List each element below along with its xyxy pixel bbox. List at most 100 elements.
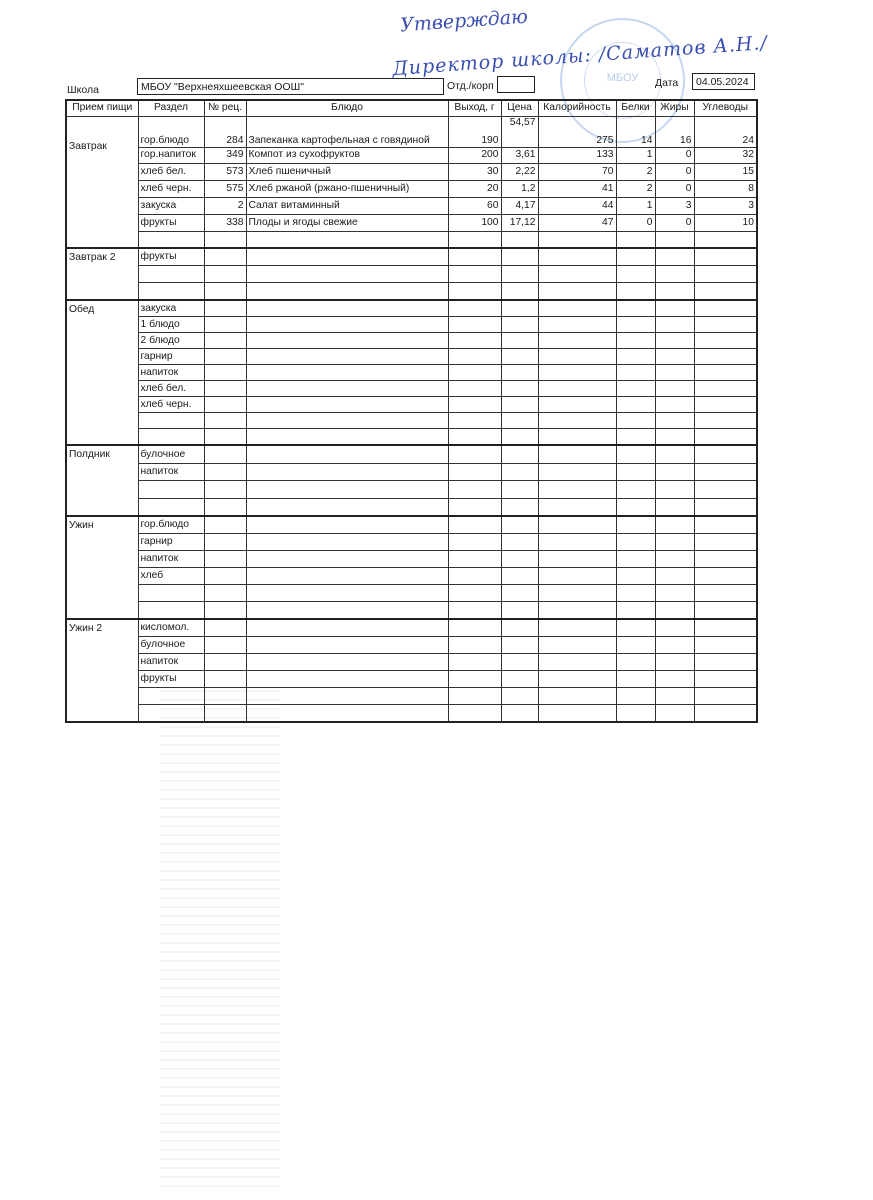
cell-fat	[654, 428, 695, 446]
cell-yield	[447, 618, 502, 638]
cell-price	[500, 533, 539, 552]
table-row: хлеб черн.	[66, 396, 758, 414]
cell-carbs: 10	[693, 213, 758, 232]
cell-dish	[245, 444, 449, 464]
cell-recipe	[203, 332, 247, 350]
cell-carbs	[693, 567, 758, 586]
cell-price	[500, 396, 539, 414]
cell-price	[500, 348, 539, 366]
cell-carbs	[693, 348, 758, 366]
cell-yield	[447, 282, 502, 301]
cell-fat	[654, 515, 695, 535]
cell-dish	[245, 282, 449, 301]
cell-yield	[447, 533, 502, 552]
cell-section	[137, 480, 205, 499]
cell-kcal	[537, 687, 617, 706]
column-header: Белки	[615, 99, 656, 117]
cell-price	[500, 364, 539, 382]
cell-section	[137, 497, 205, 517]
cell-kcal	[537, 480, 617, 499]
cell-fat	[654, 687, 695, 706]
cell-section	[137, 584, 205, 603]
cell-fat	[654, 533, 695, 552]
cell-kcal	[537, 601, 617, 620]
table-row: Ужин гор.блюдо	[65, 515, 758, 620]
cell-fat	[654, 299, 695, 318]
cell-protein	[615, 316, 656, 334]
cell-recipe	[203, 299, 247, 318]
cell-dish	[245, 348, 449, 366]
cell-carbs	[693, 265, 758, 284]
cell-yield	[447, 653, 502, 672]
cell-dish	[245, 670, 449, 689]
table-row: напиток	[66, 653, 758, 672]
cell-section: закуска	[137, 299, 205, 318]
column-header: Выход, г	[447, 99, 502, 117]
cell-price	[500, 230, 539, 249]
cell-section: напиток	[137, 462, 205, 482]
cell-section: 2 блюдо	[137, 332, 205, 350]
cell-section: гор.блюдо	[137, 115, 205, 148]
cell-section: фрукты	[137, 213, 205, 232]
cell-kcal: 41	[537, 180, 617, 198]
cell-section	[137, 282, 205, 301]
column-header: Углеводы	[693, 99, 758, 117]
cell-price	[500, 515, 539, 535]
cell-yield	[447, 428, 502, 446]
cell-carbs	[693, 412, 758, 430]
cell-protein: 0	[615, 213, 656, 232]
table-row	[66, 428, 758, 446]
table-row	[66, 480, 758, 499]
cell-section: закуска	[137, 196, 205, 215]
cell-section: напиток	[137, 653, 205, 672]
column-header: Прием пищи	[65, 99, 139, 117]
cell-fat	[654, 636, 695, 655]
cell-fat	[654, 670, 695, 689]
meal-name: Полдник	[65, 444, 139, 517]
cell-fat	[654, 380, 695, 398]
cell-protein	[615, 618, 656, 638]
cell-protein	[615, 653, 656, 672]
cell-protein	[615, 462, 656, 482]
cell-protein	[615, 364, 656, 382]
cell-carbs	[693, 636, 758, 655]
meal-name: Обед	[65, 299, 139, 446]
cell-price	[500, 653, 539, 672]
cell-fat	[654, 550, 695, 569]
cell-dish	[245, 480, 449, 499]
table-row: Обед закуска	[65, 299, 758, 446]
cell-protein	[615, 601, 656, 620]
cell-recipe	[203, 265, 247, 284]
cell-fat	[654, 265, 695, 284]
cell-protein	[615, 396, 656, 414]
cell-price	[500, 687, 539, 706]
cell-section	[137, 428, 205, 446]
cell-protein	[615, 515, 656, 535]
cell-dish	[245, 653, 449, 672]
cell-price	[500, 332, 539, 350]
cell-section: хлеб черн.	[137, 396, 205, 414]
cell-carbs: 8	[693, 180, 758, 198]
cell-yield	[447, 497, 502, 517]
cell-dish: Компот из сухофруктов	[245, 146, 449, 165]
cell-yield	[447, 247, 502, 267]
cell-price: 3,61	[500, 146, 539, 165]
cell-recipe	[203, 480, 247, 499]
table-row: закуска 2 Салат витаминный 60 4,17 44 1 3 3	[66, 196, 758, 215]
cell-fat: 0	[654, 180, 695, 198]
cell-kcal: 70	[537, 163, 617, 182]
cell-protein	[615, 428, 656, 446]
cell-price	[500, 550, 539, 569]
cell-kcal	[537, 282, 617, 301]
cell-protein	[615, 348, 656, 366]
cell-price	[500, 584, 539, 603]
cell-dish	[245, 515, 449, 535]
cell-recipe	[203, 584, 247, 603]
cell-dish	[245, 601, 449, 620]
cell-kcal	[537, 265, 617, 284]
cell-price: 1,2	[500, 180, 539, 198]
cell-kcal	[537, 348, 617, 366]
cell-protein	[615, 412, 656, 430]
cell-yield: 30	[447, 163, 502, 182]
cell-fat	[654, 348, 695, 366]
